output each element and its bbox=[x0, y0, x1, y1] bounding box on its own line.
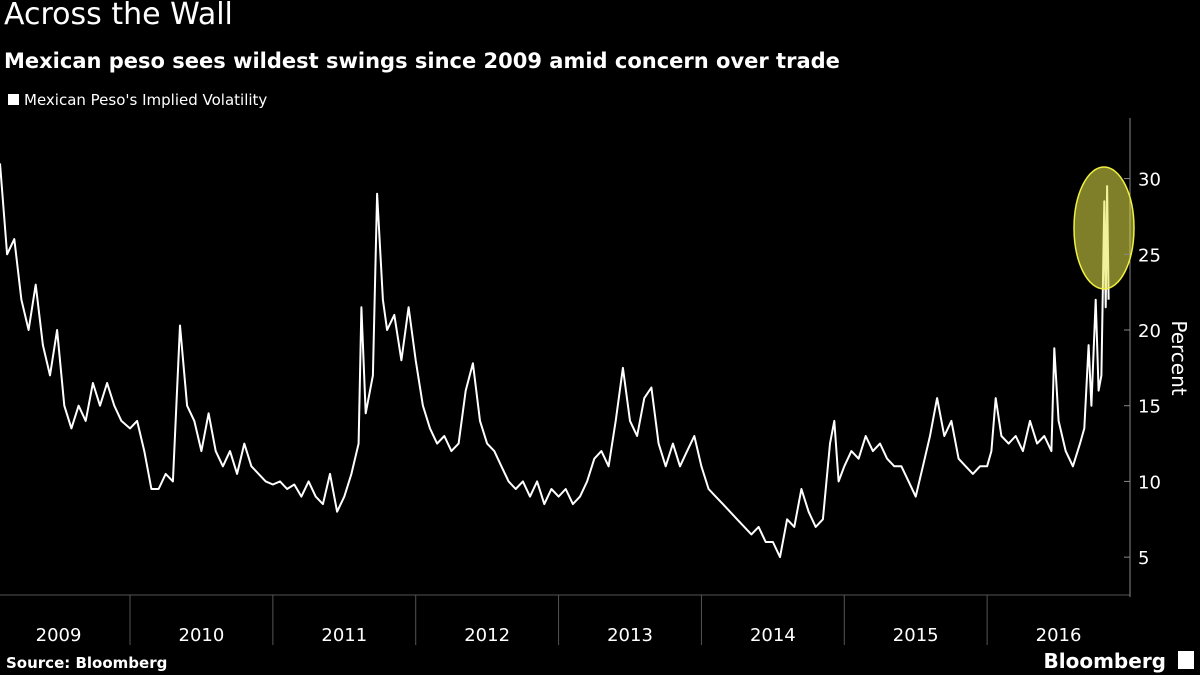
x-tick-label: 2014 bbox=[750, 625, 796, 646]
x-tick-label: 2016 bbox=[1036, 625, 1082, 646]
x-tick-label: 2011 bbox=[321, 625, 367, 646]
y-tick-label: 10 bbox=[1138, 472, 1161, 493]
x-tick-label: 2015 bbox=[893, 625, 939, 646]
y-axis-label: Percent bbox=[1167, 320, 1191, 395]
line bbox=[0, 163, 1110, 559]
source: Source: Bloomberg bbox=[6, 654, 167, 672]
y-tick-label: 25 bbox=[1138, 245, 1161, 266]
x-tick-label: 2012 bbox=[464, 625, 510, 646]
chart-subtitle: Mexican peso sees wildest swings since 2… bbox=[4, 49, 840, 73]
y-tick-label: 30 bbox=[1138, 170, 1161, 191]
legend-swatch bbox=[8, 94, 19, 105]
highlight bbox=[1073, 166, 1135, 290]
logo-icon bbox=[1178, 651, 1194, 669]
chart-title: Across the Wall bbox=[4, 0, 233, 32]
x-tick-label: 2010 bbox=[179, 625, 225, 646]
x-tick-label: 2013 bbox=[607, 625, 653, 646]
logo: Bloomberg bbox=[1044, 649, 1166, 673]
legend-label: Mexican Peso's Implied Volatility bbox=[24, 91, 267, 109]
x-tick-label: 2009 bbox=[36, 625, 82, 646]
y-tick-label: 5 bbox=[1138, 548, 1149, 569]
y-tick-label: 20 bbox=[1138, 321, 1161, 342]
y-tick-label: 15 bbox=[1138, 397, 1161, 418]
